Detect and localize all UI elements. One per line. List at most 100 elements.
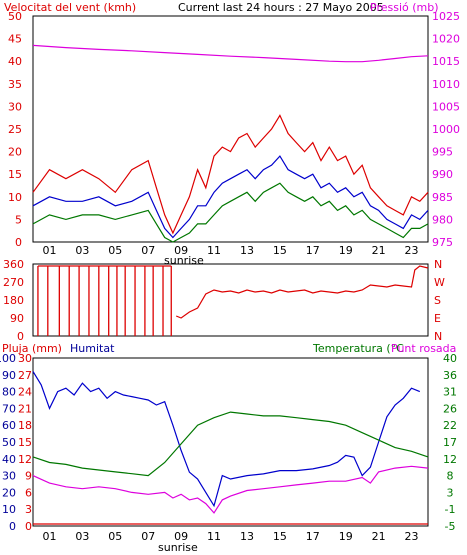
pressure-tick: 1015 <box>432 55 460 68</box>
rain-tick: 21 <box>18 402 32 415</box>
humidity-tick: 20 <box>2 486 16 499</box>
humidity-tick: 90 <box>2 369 16 382</box>
temperature-tick: 17 <box>443 436 457 449</box>
temperature-tick: -1 <box>445 503 456 516</box>
temperature-tick: 26 <box>443 402 457 415</box>
direction-degree-tick-labels: 360 270 180 90 0 <box>3 258 24 343</box>
x-tick-label: 19 <box>339 530 353 543</box>
wind-speed-tick: 15 <box>8 168 22 181</box>
pressure-tick: 1025 <box>432 10 460 23</box>
x-tick-label: 13 <box>240 530 254 543</box>
rain-tick: 9 <box>25 470 32 483</box>
humidity-tick: 60 <box>2 419 16 432</box>
wind-series <box>32 44 429 243</box>
x-tick-label: 03 <box>75 244 89 257</box>
sunrise-label-bottom: sunrise <box>158 541 198 554</box>
rain-tick: 24 <box>18 386 32 399</box>
pressure-axis-title: Pressió (mb) <box>370 1 439 14</box>
direction-compass-tick: N <box>434 330 442 343</box>
direction-compass-tick: S <box>434 294 441 307</box>
pressure-tick: 1005 <box>432 100 460 113</box>
x-tick-label: 23 <box>405 244 419 257</box>
temperature-tick: -5 <box>445 520 456 533</box>
temperature-humidity-chart: Pluja (mm) Humitat Temperatura (°C Punt … <box>0 342 457 554</box>
direction-compass-tick: E <box>434 312 441 325</box>
direction-series <box>37 265 429 336</box>
x-tick-label: 07 <box>141 530 155 543</box>
humidity-axis-title: Humitat <box>70 342 115 355</box>
temperature-tick: 40 <box>443 352 457 365</box>
direction-degree-tick: 360 <box>3 258 24 271</box>
humidity-tick: 40 <box>2 453 16 466</box>
temp-plot-area <box>32 357 429 527</box>
humidity-tick: 50 <box>2 436 16 449</box>
wind-speed-tick: 20 <box>8 146 22 159</box>
x-tick-label: 15 <box>273 244 287 257</box>
x-tick-label: 11 <box>207 530 221 543</box>
series-line-direccio <box>175 265 429 319</box>
pressure-tick: 1010 <box>432 78 460 91</box>
pressure-tick-labels: 975 980 985 990 995 1000 1005 1010 1015 1020 1025 <box>432 10 460 249</box>
x-tick-label: 09 <box>174 530 188 543</box>
wind-speed-tick: 0 <box>15 236 22 249</box>
pressure-tick: 975 <box>432 236 453 249</box>
series-line-pressió <box>32 44 429 63</box>
x-tick-label: 21 <box>372 530 386 543</box>
rain-axis-title: Pluja (mm) <box>2 342 62 355</box>
x-tick-label: 01 <box>42 244 56 257</box>
wind-speed-tick: 5 <box>15 213 22 226</box>
x-tick-label: 09 <box>174 244 188 257</box>
rain-tick: 0 <box>25 520 32 533</box>
pressure-tick: 980 <box>432 213 453 226</box>
pressure-tick: 990 <box>432 168 453 181</box>
temperature-axis-title: Temperatura (°C <box>312 342 404 355</box>
temperature-tick: 12 <box>443 453 457 466</box>
series-line-temperatura <box>32 411 429 477</box>
dew-point-axis-title: Punt rosada <box>391 342 456 355</box>
pressure-tick: 995 <box>432 146 453 159</box>
direction-degree-tick: 90 <box>10 312 24 325</box>
wind-speed-tick: 40 <box>8 55 22 68</box>
series-line-ratxes <box>32 114 429 235</box>
rain-tick: 27 <box>18 369 32 382</box>
humidity-tick: 10 <box>2 503 16 516</box>
humidity-tick: 0 <box>9 520 16 533</box>
wind-x-tick-labels: 01 03 05 07 09 11 13 15 17 19 21 23 <box>42 244 418 257</box>
rain-tick: 6 <box>25 486 32 499</box>
direction-plot-area <box>32 263 429 337</box>
x-tick-label: 17 <box>306 244 320 257</box>
wind-speed-tick: 25 <box>8 123 22 136</box>
direction-degree-tick: 270 <box>3 276 24 289</box>
rain-tick: 12 <box>18 453 32 466</box>
rain-tick: 3 <box>25 503 32 516</box>
temperature-tick: 8 <box>447 470 454 483</box>
wind-speed-tick: 45 <box>8 33 22 46</box>
x-tick-label: 23 <box>405 530 419 543</box>
humidity-tick-labels: 0 10 20 30 40 50 60 70 80 90 100 <box>0 352 16 533</box>
x-tick-label: 07 <box>141 244 155 257</box>
temp-series <box>32 371 429 525</box>
chart-title: Current last 24 hours : 27 Mayo 2005 <box>178 1 384 14</box>
x-tick-label: 21 <box>372 244 386 257</box>
pressure-tick: 1020 <box>432 33 460 46</box>
wind-speed-axis-title: Velocitat del vent (kmh) <box>4 1 136 14</box>
x-tick-label: 03 <box>75 530 89 543</box>
wind-speed-tick-labels: 0 5 10 15 20 25 30 35 40 45 50 <box>8 10 22 249</box>
wind-speed-tick: 30 <box>8 100 22 113</box>
direction-degree-tick: 180 <box>3 294 24 307</box>
rain-tick: 18 <box>18 419 32 432</box>
x-tick-label: 05 <box>108 530 122 543</box>
temperature-tick: 31 <box>443 386 457 399</box>
x-tick-label: 11 <box>207 244 221 257</box>
series-line-punt-rosada <box>32 465 429 514</box>
direction-compass-tick: W <box>434 276 445 289</box>
pressure-tick: 985 <box>432 191 453 204</box>
direction-compass-tick: N <box>434 258 442 271</box>
humidity-tick: 100 <box>0 352 16 365</box>
x-tick-label: 15 <box>273 530 287 543</box>
humidity-tick: 80 <box>2 386 16 399</box>
wind-pressure-chart: Velocitat del vent (kmh) Current last 24… <box>4 1 460 267</box>
rain-tick: 30 <box>18 352 32 365</box>
